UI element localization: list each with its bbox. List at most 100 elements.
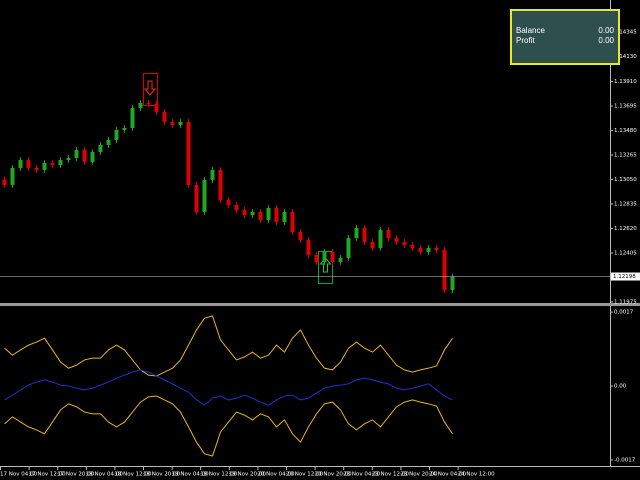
candle-body [242, 210, 247, 216]
y-tick-label: 1.14345 [614, 30, 637, 36]
candle-body [90, 152, 95, 162]
y-tick-label: -0.0017 [614, 457, 636, 463]
candle-body [306, 239, 311, 256]
current-price-label: 1.12198 [613, 274, 636, 280]
x-tick-label: 23 Nov 12:00 [372, 472, 410, 478]
candle-body [66, 157, 71, 161]
candle-body [50, 162, 55, 166]
x-tick-label: 18 Nov 20:00 [143, 472, 181, 478]
candle-body [26, 160, 31, 168]
candle-body [10, 167, 15, 185]
candle-body [154, 103, 159, 112]
candle-body [226, 199, 231, 206]
pane-separator [0, 303, 640, 306]
candle-body [418, 247, 423, 253]
candle-body [186, 121, 191, 185]
candle-body [178, 121, 183, 125]
y-tick-label: 1.14130 [614, 54, 637, 60]
y-tick-label: 1.13265 [614, 153, 637, 159]
candle-body [282, 211, 287, 222]
candle-body [450, 276, 455, 290]
y-tick-label: 1.12620 [614, 226, 637, 232]
candle-body [298, 231, 303, 240]
x-tick-label: 20 Nov 04:00 [257, 472, 295, 478]
candle-body [258, 211, 263, 221]
candle-body [386, 229, 391, 239]
x-tick-label: 23 Nov 04:00 [343, 472, 381, 478]
sell-arrow [143, 80, 157, 96]
x-tick-label: 18 Nov 04:00 [86, 472, 124, 478]
candle-body [106, 139, 111, 145]
candle-body [370, 242, 375, 248]
candle-body [274, 207, 279, 222]
candle-body [138, 102, 143, 108]
x-tick-label: 24 Nov 12:00 [458, 472, 496, 478]
panel-value: 0.00 [598, 26, 614, 35]
candle-body [338, 257, 343, 262]
candle-body [58, 160, 63, 166]
y-tick-label: 1.11975 [614, 299, 637, 305]
y-tick-label: 1.12405 [614, 250, 637, 256]
buy-signal-box [318, 251, 333, 284]
y-tick-label: 1.13910 [614, 79, 637, 85]
candle-body [202, 179, 207, 212]
candle-body [130, 107, 135, 129]
x-tick-label: 18 Nov 12:00 [114, 472, 152, 478]
candle-body [330, 252, 335, 262]
y-tick-label: 1.13480 [614, 128, 637, 134]
x-tick-label: 20 Nov 12:00 [286, 472, 324, 478]
buy-arrow [319, 257, 332, 273]
indicator-line [4, 315, 453, 377]
sell-signal-box [143, 73, 158, 106]
candle-body [210, 170, 215, 180]
candle-body [378, 229, 383, 248]
candle-body [394, 238, 399, 243]
panel-label: Profit [516, 36, 535, 45]
y-tick-label: 1.13695 [614, 104, 637, 110]
candle-body [322, 252, 327, 262]
x-tick-label: 17 Nov 12:00 [29, 472, 67, 478]
candle-body [2, 179, 7, 185]
panel-value: 0.00 [598, 36, 614, 45]
candle-body [250, 211, 255, 216]
candle-body [170, 121, 175, 125]
indicator-line [4, 395, 453, 457]
candle-body [162, 111, 167, 122]
candle-body [266, 207, 271, 221]
candle-body [218, 170, 223, 200]
y-tick-label: 1.12835 [614, 201, 637, 207]
current-price-tag [611, 272, 640, 281]
panel-box [510, 9, 620, 65]
candle-body [314, 255, 319, 262]
candle-body [426, 247, 431, 253]
candle-body [82, 149, 87, 162]
candle-body [410, 244, 415, 248]
candle-body [346, 238, 351, 258]
y-tick-label: 0.0017 [614, 310, 634, 316]
candle-body [122, 128, 127, 130]
candle-body [290, 211, 295, 232]
candle-body [234, 205, 239, 211]
x-tick-label: 17 Nov 04:00 [0, 472, 38, 478]
x-tick-label: 24 Nov 04:00 [429, 472, 467, 478]
candle-body [146, 102, 151, 104]
candle-body [402, 242, 407, 245]
candle-body [18, 160, 23, 168]
x-tick-label: 19 Nov 04:00 [172, 472, 210, 478]
candle-body [42, 162, 47, 171]
x-tick-label: 17 Nov 20:00 [57, 472, 95, 478]
panel-label: Balance [516, 26, 545, 35]
candle-body [434, 247, 439, 250]
candle-body [34, 167, 39, 171]
x-tick-label: 19 Nov 12:00 [200, 472, 238, 478]
x-tick-label: 23 Nov 20:00 [400, 472, 438, 478]
indicator-line [4, 369, 453, 406]
candle-body [362, 228, 367, 243]
candle-body [114, 129, 119, 140]
x-tick-label: 19 Nov 20:00 [229, 472, 267, 478]
y-tick-label: 0.00 [614, 384, 627, 390]
candle-body [98, 144, 103, 153]
candle-body [74, 149, 79, 158]
